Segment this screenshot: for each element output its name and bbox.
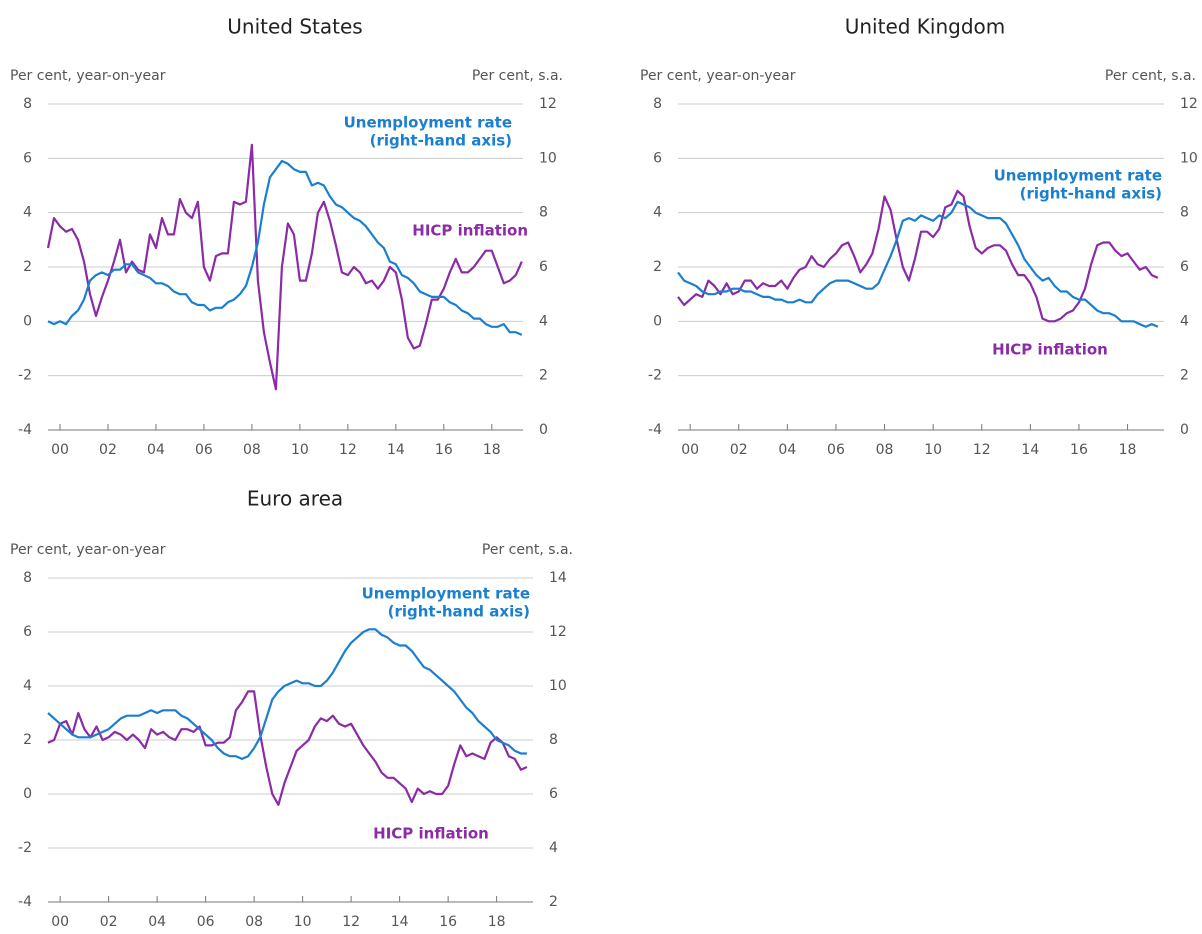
y2-tick-label: 8 (539, 205, 548, 221)
x-tick-label: 04 (148, 914, 166, 930)
annotation: Unemployment rate (994, 167, 1162, 185)
x-tick-label: 04 (778, 442, 796, 458)
annotation: (right-hand axis) (1020, 185, 1162, 203)
y-tick-label: 2 (23, 259, 32, 275)
y-tick-label: 6 (23, 150, 32, 166)
x-tick-label: 08 (876, 442, 894, 458)
x-tick-label: 18 (1119, 442, 1137, 458)
series-line (677, 189, 1159, 323)
y-tick-label: -2 (18, 840, 32, 856)
x-tick-label: 08 (245, 914, 263, 930)
y2-tick-label: 12 (549, 624, 567, 640)
y-axis-label: Per cent, year-on-year (10, 542, 166, 558)
x-tick-label: 08 (243, 442, 261, 458)
chart-title: Euro area (247, 487, 343, 511)
y2-tick-label: 14 (549, 570, 567, 586)
x-tick-label: 10 (294, 914, 312, 930)
annotation: Unemployment rate (362, 585, 530, 603)
x-tick-label: 14 (391, 914, 409, 930)
x-tick-label: 02 (730, 442, 748, 458)
x-tick-label: 00 (681, 442, 699, 458)
x-tick-label: 10 (291, 442, 309, 458)
x-tick-label: 06 (195, 442, 213, 458)
series-line (47, 690, 528, 806)
y2-tick-label: 4 (539, 313, 548, 329)
annotation: (right-hand axis) (370, 132, 512, 150)
y2-tick-label: 12 (539, 96, 557, 112)
y2-tick-label: 6 (549, 786, 558, 802)
x-tick-label: 12 (342, 914, 360, 930)
y-tick-label: -4 (18, 422, 32, 438)
y-tick-label: 0 (23, 313, 32, 329)
y2-axis-label: Per cent, s.a. (472, 68, 563, 84)
y2-tick-label: 8 (549, 732, 558, 748)
chart-title: United States (227, 15, 362, 39)
y-tick-label: -4 (648, 422, 662, 438)
y2-tick-label: 10 (549, 678, 567, 694)
y2-tick-label: 4 (549, 840, 558, 856)
x-tick-label: 06 (827, 442, 845, 458)
y-tick-label: 4 (23, 678, 32, 694)
y2-tick-label: 4 (1180, 313, 1189, 329)
y-tick-label: 6 (23, 624, 32, 640)
x-tick-label: 00 (51, 914, 69, 930)
y2-tick-label: 0 (1180, 422, 1189, 438)
y-tick-label: -2 (18, 368, 32, 384)
series-line (677, 200, 1159, 328)
y-axis-label: Per cent, year-on-year (640, 68, 796, 84)
x-tick-label: 18 (483, 442, 501, 458)
y-tick-label: 6 (653, 150, 662, 166)
y-tick-label: 2 (23, 732, 32, 748)
y2-tick-label: 6 (539, 259, 548, 275)
y-tick-label: -4 (18, 894, 32, 910)
y2-tick-label: 10 (539, 150, 557, 166)
annotation: HICP inflation (412, 222, 528, 240)
annotation: HICP inflation (992, 341, 1108, 359)
annotation: Unemployment rate (344, 114, 512, 132)
series-line (47, 628, 527, 760)
y2-tick-label: 12 (1180, 96, 1198, 112)
y2-tick-label: 2 (1180, 368, 1189, 384)
y2-axis-label: Per cent, s.a. (482, 542, 573, 558)
annotation: HICP inflation (373, 825, 489, 843)
x-tick-label: 00 (51, 442, 69, 458)
y2-tick-label: 0 (539, 422, 548, 438)
y2-tick-label: 8 (1180, 205, 1189, 221)
y-tick-label: 8 (653, 96, 662, 112)
y2-axis-label: Per cent, s.a. (1105, 68, 1196, 84)
x-tick-label: 12 (339, 442, 357, 458)
x-tick-label: 02 (100, 914, 118, 930)
y-tick-label: 8 (23, 570, 32, 586)
x-tick-label: 12 (973, 442, 991, 458)
annotation: (right-hand axis) (388, 603, 530, 621)
x-tick-label: 14 (1021, 442, 1039, 458)
x-tick-label: 02 (99, 442, 117, 458)
x-tick-label: 10 (924, 442, 942, 458)
y-tick-label: 0 (653, 313, 662, 329)
series-line (47, 159, 523, 336)
x-tick-label: 16 (435, 442, 453, 458)
y2-tick-label: 2 (549, 894, 558, 910)
x-tick-label: 06 (197, 914, 215, 930)
y-tick-label: 4 (23, 205, 32, 221)
x-tick-label: 14 (387, 442, 405, 458)
y-tick-label: 0 (23, 786, 32, 802)
x-tick-label: 18 (488, 914, 506, 930)
x-tick-label: 04 (147, 442, 165, 458)
y2-tick-label: 10 (1180, 150, 1198, 166)
y-axis-label: Per cent, year-on-year (10, 68, 166, 84)
y2-tick-label: 2 (539, 368, 548, 384)
series-line (46, 143, 523, 391)
y-tick-label: 4 (653, 205, 662, 221)
x-tick-label: 16 (439, 914, 457, 930)
y-tick-label: 2 (653, 259, 662, 275)
y2-tick-label: 6 (1180, 259, 1189, 275)
x-tick-label: 16 (1070, 442, 1088, 458)
y-tick-label: 8 (23, 96, 32, 112)
chart-title: United Kingdom (845, 15, 1006, 39)
y-tick-label: -2 (648, 368, 662, 384)
